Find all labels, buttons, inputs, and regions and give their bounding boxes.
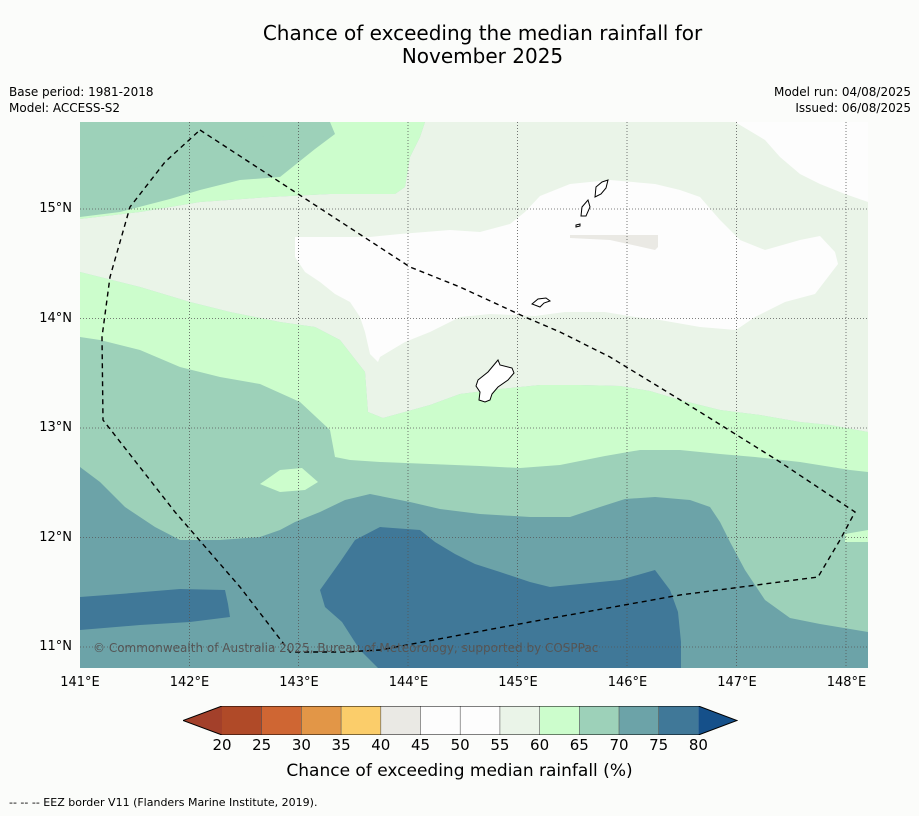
map-title-line-2: November 2025 bbox=[401, 44, 564, 68]
band-75-80-west bbox=[80, 589, 230, 630]
rainfall-map bbox=[80, 122, 868, 668]
tinian-island bbox=[580, 198, 591, 217]
colorbar-tick-label: 75 bbox=[649, 736, 669, 754]
band-60-65-east bbox=[845, 530, 868, 542]
rainfall-map-svg bbox=[80, 122, 868, 668]
colorbar-band-50-55 bbox=[460, 706, 500, 735]
band-75-80-south bbox=[320, 527, 681, 668]
colorbar-band-75-80 bbox=[658, 706, 699, 735]
latitude-label: 14°N bbox=[39, 311, 72, 326]
latitude-label: 15°N bbox=[39, 201, 72, 216]
longitude-label: 147°E bbox=[717, 675, 757, 690]
colorbar-tick-label: 60 bbox=[530, 736, 550, 754]
colorbar-outline bbox=[183, 706, 738, 735]
band-60-65-islet bbox=[260, 468, 318, 492]
colorbar-tick-label: 30 bbox=[291, 736, 311, 754]
model-info: Base period: 1981-2018 Model: ACCESS-S2 bbox=[9, 84, 154, 116]
model-name: Model: ACCESS-S2 bbox=[9, 101, 121, 115]
latitude-label: 13°N bbox=[39, 420, 72, 435]
longitude-label: 141°E bbox=[60, 675, 100, 690]
band-40-45 bbox=[570, 235, 658, 250]
saipan-island bbox=[594, 179, 609, 198]
colorbar-band-25-30 bbox=[261, 706, 302, 735]
band-60-65-north bbox=[80, 122, 425, 219]
colorbar-band-60-65 bbox=[539, 706, 580, 735]
colorbar-tick-label: 55 bbox=[490, 736, 510, 754]
colorbar-tick-label: 80 bbox=[688, 736, 708, 754]
aguijan-islet bbox=[575, 223, 581, 228]
colorbar-band-20-25 bbox=[222, 706, 262, 735]
band-50-55 bbox=[295, 180, 838, 362]
eez-legend-note: -- -- -- EEZ border V11 (Flanders Marine… bbox=[9, 796, 318, 809]
colorbar bbox=[183, 706, 738, 735]
longitude-label: 146°E bbox=[607, 675, 648, 690]
latitude-label: 12°N bbox=[39, 530, 72, 545]
eez-border bbox=[101, 129, 856, 653]
longitude-label: 148°E bbox=[826, 675, 867, 690]
colorbar-band-45-50 bbox=[420, 706, 461, 735]
map-title: Chance of exceeding the median rainfall … bbox=[0, 22, 919, 68]
copyright-notice: © Commonwealth of Australia 2025, Bureau… bbox=[93, 641, 599, 655]
colorbar-title: Chance of exceeding median rainfall (%) bbox=[286, 761, 633, 781]
rota-island bbox=[531, 297, 552, 308]
longitude-label: 143°E bbox=[279, 675, 319, 690]
colorbar-tick-label: 70 bbox=[609, 736, 629, 754]
colorbar-tick-label: 40 bbox=[371, 736, 391, 754]
longitude-label: 145°E bbox=[498, 675, 538, 690]
issued-date: Issued: 06/08/2025 bbox=[795, 101, 911, 115]
graticule bbox=[80, 122, 868, 668]
guam-island bbox=[475, 359, 515, 403]
colorbar-tick-label: 25 bbox=[252, 736, 272, 754]
colorbar-tick-label: 20 bbox=[212, 736, 232, 754]
colorbar-tick-label: 35 bbox=[331, 736, 351, 754]
colorbar-tick-label: 50 bbox=[450, 736, 470, 754]
longitude-label: 144°E bbox=[388, 675, 429, 690]
band-50-55-northeast bbox=[735, 122, 868, 202]
colorbar-band-35-40 bbox=[341, 706, 381, 735]
longitude-label: 142°E bbox=[169, 675, 210, 690]
map-title-line-1: Chance of exceeding the median rainfall … bbox=[262, 21, 703, 45]
colorbar-below-20 bbox=[183, 706, 222, 735]
band-65-70-north bbox=[80, 122, 313, 184]
base-period: Base period: 1981-2018 bbox=[9, 85, 154, 99]
islands bbox=[475, 179, 609, 403]
colorbar-tick-label: 45 bbox=[410, 736, 431, 754]
band-60-65 bbox=[80, 272, 868, 472]
latitude-label: 11°N bbox=[39, 639, 72, 654]
colorbar-band-55-60 bbox=[499, 706, 540, 735]
run-info: Model run: 04/08/2025 Issued: 06/08/2025 bbox=[774, 84, 911, 116]
colorbar-band-70-75 bbox=[619, 706, 659, 735]
colorbar-band-30-35 bbox=[301, 706, 342, 735]
model-run-date: Model run: 04/08/2025 bbox=[773, 85, 911, 99]
colorbar-band-40-45 bbox=[380, 706, 421, 735]
colorbar-above-80 bbox=[698, 706, 737, 735]
colorbar-tick-label: 65 bbox=[569, 736, 589, 754]
colorbar-band-65-70 bbox=[579, 706, 619, 735]
